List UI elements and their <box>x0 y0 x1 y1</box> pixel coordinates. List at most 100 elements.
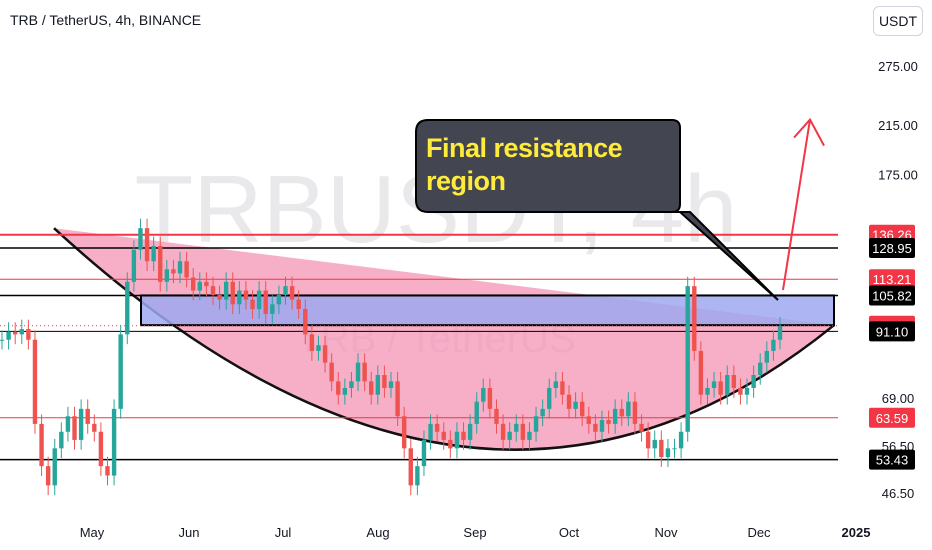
candle-body <box>632 401 638 424</box>
candle-body <box>223 281 229 300</box>
candle-body <box>289 286 295 300</box>
candle-body <box>184 261 189 278</box>
candle-body <box>342 387 348 395</box>
x-tick-label: Oct <box>559 525 580 540</box>
candle-body <box>65 416 71 432</box>
candle-body <box>507 431 512 440</box>
candle-body <box>85 408 90 424</box>
callout-text: Final resistance region <box>426 133 623 196</box>
candle-body <box>72 416 77 440</box>
y-tick-label: 46.50 <box>882 486 915 501</box>
candle-body <box>388 381 394 388</box>
projection-arrow-shaft <box>782 119 811 291</box>
candle-body <box>105 466 110 476</box>
candle-body <box>612 408 618 424</box>
candle-body <box>52 448 57 486</box>
x-tick-label: Nov <box>654 525 678 540</box>
candle-body <box>26 329 31 340</box>
candle-body <box>731 374 737 388</box>
projection-arrow-head <box>793 117 825 147</box>
candle-body <box>158 246 163 282</box>
candle-body <box>263 290 268 314</box>
candle-body <box>92 423 97 432</box>
candle-body <box>672 448 677 450</box>
candle-body <box>481 387 486 402</box>
candle-body <box>78 408 84 440</box>
candle-body <box>540 408 545 417</box>
candle-body <box>566 394 572 409</box>
candle-body <box>395 381 400 417</box>
candle-body <box>725 374 730 395</box>
candle-body <box>547 387 552 409</box>
candle-body <box>118 334 123 409</box>
candle-body <box>210 286 216 296</box>
candle-body <box>309 334 315 351</box>
candle-body <box>428 423 433 440</box>
candle-body <box>639 423 644 432</box>
candle-body <box>204 281 209 287</box>
candle-body <box>375 374 381 395</box>
candle-body <box>606 420 611 424</box>
candle-body <box>771 339 776 351</box>
price-label-53.43: 53.43 <box>876 453 909 468</box>
candle-body <box>111 408 117 476</box>
candle-body <box>626 401 631 417</box>
x-tick-label: Aug <box>366 525 389 540</box>
candle-body <box>659 439 664 458</box>
candle-body <box>6 331 11 340</box>
candle-body <box>573 401 578 409</box>
candle-body <box>250 299 255 310</box>
callout-box <box>415 119 779 301</box>
y-tick-label: 275.00 <box>878 59 918 74</box>
candle-body <box>316 345 321 351</box>
candle-body <box>527 431 532 440</box>
candle-body <box>98 431 104 467</box>
y-tick-label: 175.00 <box>878 168 918 183</box>
candle-body <box>283 286 288 296</box>
candle-body <box>448 439 453 449</box>
candle-body <box>45 466 51 486</box>
price-label-128.95: 128.95 <box>872 241 912 256</box>
candle-body <box>494 408 499 424</box>
candle-body <box>12 331 18 335</box>
currency-button[interactable]: USDT <box>873 6 923 36</box>
candle-body <box>237 290 242 305</box>
candle-body <box>454 431 460 449</box>
candle-body <box>197 281 202 291</box>
candle-body <box>303 309 308 335</box>
x-tick-label: 2025 <box>842 525 871 540</box>
chart-title: TRB / TetherUS, 4h, BINANCE <box>10 12 202 28</box>
candle-body <box>32 339 38 424</box>
candle-body <box>685 286 690 432</box>
candle-body <box>177 261 183 274</box>
candle-body <box>520 423 526 440</box>
candle-body <box>652 439 657 449</box>
x-tick-label: Dec <box>747 525 771 540</box>
candle-body <box>692 286 697 351</box>
candle-body <box>0 339 5 341</box>
cup-fill <box>54 228 834 450</box>
candle-body <box>744 387 750 395</box>
candle-body <box>276 295 282 305</box>
candle-body <box>764 350 770 363</box>
resistance-zone[interactable] <box>140 294 835 327</box>
candle-body <box>362 362 367 382</box>
candle-body <box>711 381 717 388</box>
price-label-105.82: 105.82 <box>872 288 912 303</box>
candle-body <box>645 431 651 449</box>
price-label-box <box>869 285 915 306</box>
candle-body <box>336 381 341 395</box>
candle-body <box>138 228 143 250</box>
candle-body <box>533 416 539 432</box>
candle-body <box>751 374 756 388</box>
candle-body <box>171 269 176 274</box>
candle-body <box>738 387 743 395</box>
price-label-113.21: 113.21 <box>873 272 912 287</box>
candle-body <box>151 246 156 262</box>
x-tick-label: Jul <box>275 525 292 540</box>
candle-body <box>599 420 605 432</box>
candle-body <box>619 408 624 417</box>
candle-body <box>434 423 440 432</box>
